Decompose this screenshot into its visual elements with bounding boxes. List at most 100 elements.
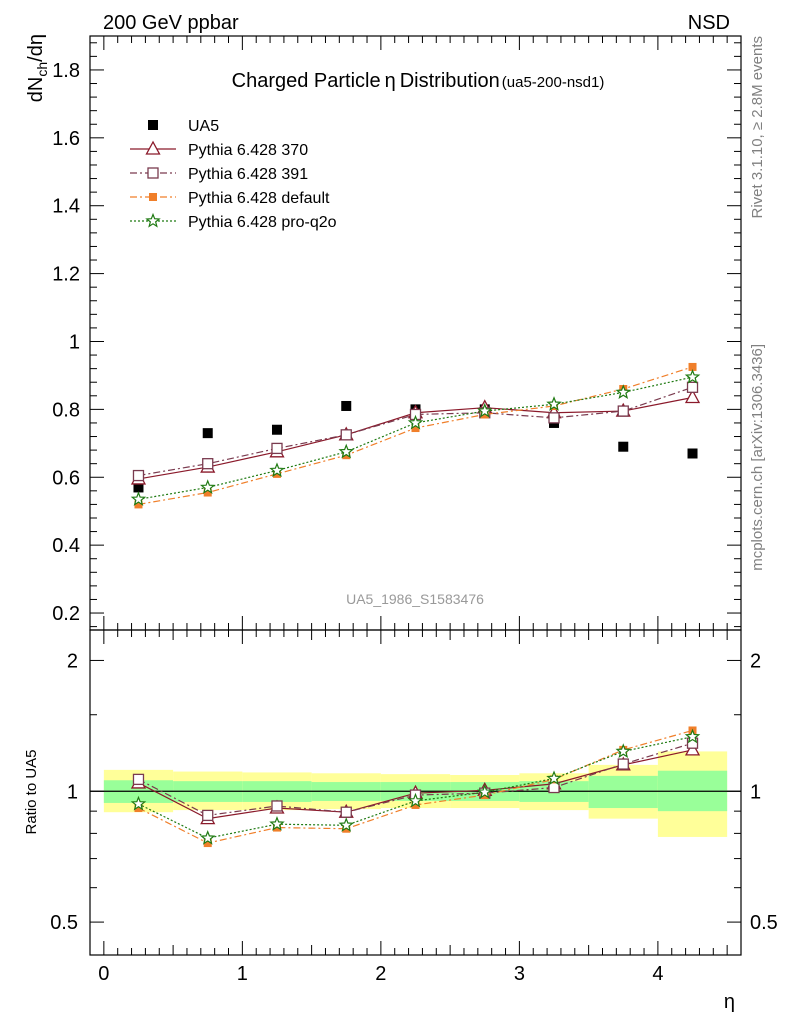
x-tick-label: 2: [375, 963, 386, 985]
main-ytick-label: 1: [69, 331, 80, 353]
ratio-series-3-point-6: [546, 770, 562, 786]
main-series-1-point-8: [684, 389, 701, 404]
main-series-1: [130, 389, 701, 485]
legend-item-3: Pythia 6.428 default: [130, 190, 330, 207]
x-axis: 0 1 2 3 4: [98, 630, 728, 985]
chart-title: Charged Particle η Distribution (ua5-200-ns…: [232, 70, 605, 92]
main-y-axis: 0.2 0.4 0.6 0.8 1 1.2 1.4 1.6 1.8: [52, 36, 741, 630]
legend: UA5 Pythia 6.428 370 Pythia 6.428 391 Pythi…: [130, 118, 337, 231]
ratio-ytick-label-right: 2: [750, 650, 761, 672]
ratio-series-3-point-5: [476, 784, 493, 799]
main-ytick-label: 1.4: [52, 196, 80, 218]
main-ytick-label: 1.8: [52, 60, 80, 82]
main-series-4-point-3: [338, 443, 355, 459]
main-series-2-point-2: [271, 442, 283, 455]
main-ytick-label: 1.2: [52, 264, 80, 286]
main-series-4: [130, 368, 701, 506]
main-series-0-point-0: [133, 482, 144, 493]
legend-label-1: Pythia 6.428 370: [188, 142, 308, 159]
ratio-ytick-label-right: 0.5: [750, 912, 778, 934]
title-main2: Distribution: [400, 70, 500, 92]
ratio-series-3-point-1: [199, 830, 216, 845]
legend-label-2: Pythia 6.428 391: [188, 166, 308, 183]
main-series-0-point-8: [687, 448, 698, 459]
legend-label-4: Pythia 6.428 pro-q2o: [188, 214, 337, 231]
main-ytick-label: 1.6: [52, 128, 80, 150]
title-main: Charged Particle: [232, 70, 381, 92]
analysis-label: UA5_1986_S1583476: [346, 591, 484, 607]
ratio-ytick-label: 2: [67, 650, 78, 672]
ratio-series-3-point-2: [269, 816, 285, 831]
legend-label-3: Pythia 6.428 default: [188, 190, 330, 207]
legend-marker-3: [149, 193, 157, 201]
ratio-series-1-point-0: [132, 773, 145, 786]
legend-marker-0: [148, 120, 158, 130]
ratio-series-3-point-7: [615, 743, 632, 759]
main-series-3: [134, 362, 697, 509]
main-series-4-point-0: [130, 491, 147, 506]
main-series-2-point-1: [202, 458, 214, 470]
ratio-series-3-line: [138, 736, 693, 839]
ratio-ytick-label: 0.5: [50, 912, 78, 934]
main-series-3-point-1: [203, 488, 212, 497]
ratio-series-1-point-3: [340, 806, 352, 818]
ratio-series-2-point-1: [203, 839, 212, 848]
main-series-group: [130, 362, 701, 509]
x-tick-label: 4: [652, 963, 663, 985]
main-series-4-point-5: [476, 402, 493, 418]
ratio-series-1-point-2: [271, 800, 283, 812]
main-series-2-point-8: [686, 381, 699, 393]
rivet-label: Rivet 3.1.10, ≥ 2.8M events: [749, 36, 766, 219]
main-series-0-point-3: [341, 400, 352, 411]
legend-item-4: Pythia 6.428 pro-q2o: [130, 212, 337, 231]
main-series-2-point-0: [132, 469, 145, 482]
ratio-series-3-point-0: [130, 795, 147, 811]
main-series-3-point-8: [688, 362, 697, 371]
legend-item-1: Pythia 6.428 370: [130, 140, 308, 159]
ratio-series-2-point-4: [411, 800, 420, 809]
title-eta: η: [385, 70, 396, 92]
main-series-4-point-4: [407, 414, 424, 430]
ratio-series-2-point-0: [134, 804, 143, 813]
main-series-2-point-7: [617, 405, 629, 417]
ratio-series-1-point-7: [617, 758, 629, 770]
main-series-4-point-1: [199, 479, 216, 495]
y-axis-label: dNch/dη: [25, 34, 50, 102]
main-series-0-point-1: [202, 428, 213, 439]
main-series-2-point-6: [548, 412, 560, 424]
x-tick-label: 0: [98, 963, 109, 985]
header-right: NSD: [688, 12, 730, 34]
main-series-3-point-4: [411, 424, 420, 433]
ratio-ytick-label-right: 1: [750, 781, 761, 803]
ratio-series-3: [130, 728, 701, 845]
main-series-2-point-3: [340, 429, 352, 441]
main-ytick-label: 0.2: [52, 603, 80, 625]
ratio-series-3-point-3: [338, 817, 355, 832]
ratio-frame: [89, 629, 742, 956]
main-ytick-label: 0.6: [52, 467, 80, 489]
main-series-4-point-6: [546, 396, 562, 411]
main-series-0-point-7: [618, 441, 629, 452]
x-tick-label: 3: [514, 963, 525, 985]
title-sub: (ua5-200-nsd1): [502, 74, 605, 91]
ratio-y-axis: 0.5 0.5 1 1 2 2: [50, 650, 778, 934]
ratio-series-3-point-4: [407, 792, 424, 808]
ratio-series-1-point-1: [202, 809, 214, 822]
legend-label-0: UA5: [188, 118, 219, 135]
ratio-panel: 0.5 0.5 1 1 2 2 Ratio to UA5 0 1 2 3 4 η: [23, 629, 778, 1013]
ratio-y-label: Ratio to UA5: [23, 749, 40, 834]
main-series-4-line: [138, 376, 693, 500]
ratio-series-group: [130, 726, 701, 848]
main-series-2-line: [138, 386, 693, 477]
mcplots-label: mcplots.cern.ch [arXiv:1306.3436]: [749, 344, 766, 571]
main-series-4-point-8: [684, 368, 701, 384]
main-series-4-point-7: [615, 384, 632, 400]
legend-marker-4: [145, 212, 161, 228]
header-left: 200 GeV ppbar: [103, 12, 239, 34]
x-tick-label: 1: [237, 963, 248, 985]
legend-item-0: UA5: [148, 118, 219, 135]
ratio-series-3-point-8: [684, 728, 701, 744]
main-ytick-label: 0.8: [52, 399, 80, 421]
legend-item-2: Pythia 6.428 391: [130, 166, 308, 183]
